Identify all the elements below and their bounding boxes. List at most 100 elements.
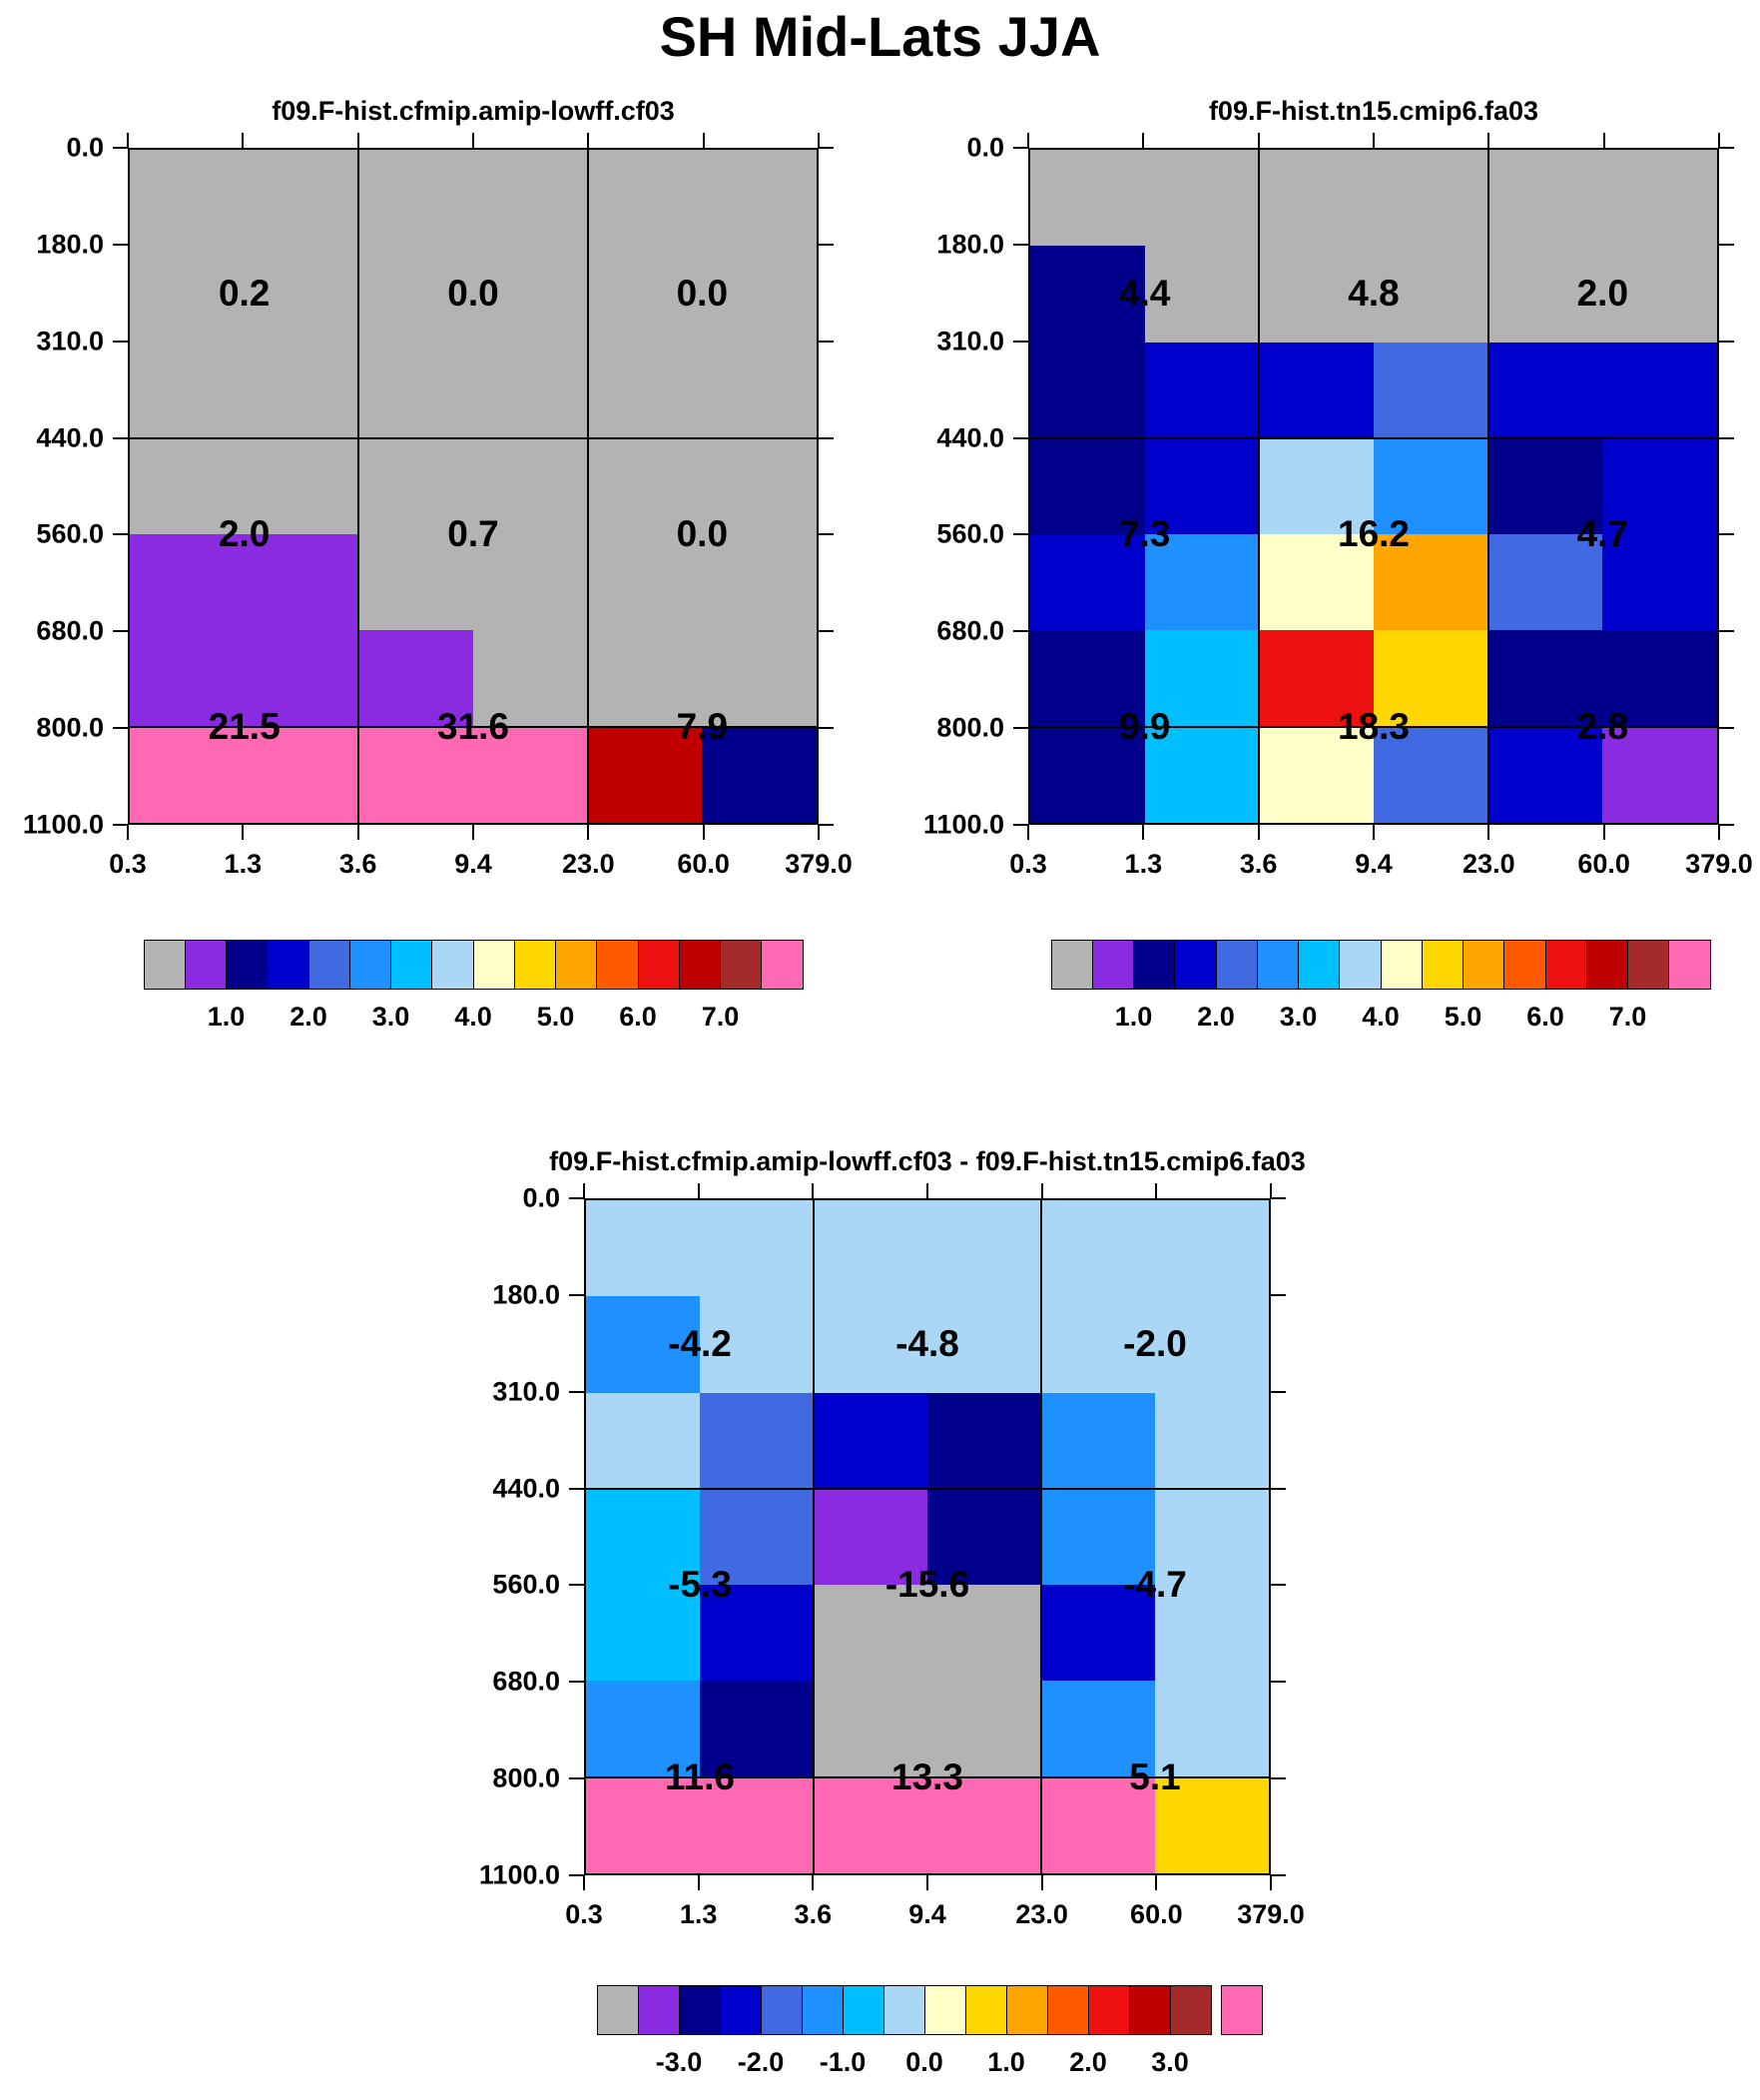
- heatmap-plot: 4.4 4.8 2.0 7.3 16.2 4.7 9.9 18.3 2.8: [1028, 148, 1719, 825]
- y-axis-label: 310.0: [492, 1376, 560, 1407]
- cell-value: 0.0: [676, 273, 729, 315]
- x-axis-tick: [1487, 133, 1490, 148]
- heatmap-cell: [814, 1681, 929, 1779]
- y-axis-tick: [1271, 1777, 1286, 1780]
- heatmap-cell: [927, 1776, 1043, 1873]
- colorbar-label: 1.0: [207, 1002, 246, 1032]
- y-axis-tick: [569, 1584, 584, 1587]
- colorbar-box: [1380, 940, 1423, 990]
- heatmap-cell: [473, 437, 590, 536]
- colorbar-box: [801, 1985, 844, 2035]
- y-axis-tick: [113, 533, 128, 536]
- x-axis-label: 60.0: [1577, 849, 1630, 879]
- y-axis-tick: [1719, 243, 1734, 246]
- colorbar-box: [1339, 940, 1382, 990]
- y-axis-tick: [1013, 727, 1028, 730]
- heatmap-cell: [1041, 1488, 1157, 1587]
- cell-value: 2.0: [218, 513, 271, 555]
- heatmap-cell: [1374, 150, 1490, 248]
- heatmap-cell: [1602, 726, 1717, 823]
- colorbar-label: 2.0: [1197, 1002, 1235, 1032]
- x-axis-tick: [1373, 825, 1375, 840]
- x-axis-label: 0.3: [109, 849, 147, 879]
- y-axis-tick: [113, 727, 128, 730]
- colorbar-box: [596, 940, 639, 990]
- heatmap-cell: [1155, 1681, 1269, 1779]
- heatmap-cell: [586, 1681, 702, 1779]
- heatmap-cell: [1374, 534, 1490, 632]
- heatmap-cell: [587, 246, 704, 344]
- colorbar-box: [431, 940, 474, 990]
- colorbar-box: [1220, 1985, 1263, 2035]
- heatmap-cell: [1374, 246, 1490, 344]
- heatmap-cell: [700, 1200, 816, 1298]
- y-axis-tick: [1271, 1874, 1286, 1876]
- heatmap-cell: [130, 726, 247, 823]
- x-axis-label: 0.3: [1009, 849, 1047, 879]
- heatmap-cell: [1155, 1392, 1269, 1491]
- colorbar-box: [1087, 1985, 1130, 2035]
- heatmap-cell: [1041, 1681, 1157, 1779]
- x-axis-tick: [1373, 133, 1375, 148]
- heatmap-cell: [1259, 150, 1376, 248]
- y-axis-tick: [1719, 340, 1734, 343]
- heatmap-cell: [700, 1296, 816, 1394]
- heatmap-cell: [1144, 150, 1261, 248]
- cell-value: -2.0: [1123, 1323, 1187, 1365]
- x-axis-tick: [127, 133, 129, 148]
- cell-value: 13.3: [890, 1755, 964, 1797]
- colorbar-box: [842, 1985, 884, 2035]
- y-axis-tick: [1719, 147, 1734, 149]
- colorbar-box: [1005, 1985, 1048, 2035]
- cell-value: 5.1: [1129, 1755, 1181, 1797]
- colorbar-label: 4.0: [1362, 1002, 1400, 1032]
- cell-value: -5.3: [668, 1564, 732, 1606]
- cell-value: 18.3: [1337, 705, 1411, 747]
- x-axis-tick: [472, 133, 474, 148]
- heatmap-cell: [1602, 437, 1717, 536]
- y-axis-tick: [113, 436, 128, 439]
- heatmap-cell: [1144, 630, 1261, 729]
- heatmap-cell: [130, 246, 247, 344]
- x-axis-tick: [1270, 1183, 1272, 1198]
- y-axis-label: 180.0: [492, 1279, 560, 1310]
- panel-title: f09.F-hist.cfmip.amip-lowff.cf03: [272, 96, 675, 126]
- y-axis-tick: [819, 824, 834, 826]
- heatmap-cell: [702, 342, 817, 440]
- heatmap-cell: [587, 150, 704, 248]
- heatmap-cell: [702, 150, 817, 248]
- x-axis-tick: [697, 1183, 700, 1198]
- x-axis-tick: [242, 133, 245, 148]
- heatmap-cell: [473, 534, 590, 632]
- heatmap-cell: [1602, 630, 1717, 729]
- y-axis-tick: [1271, 1487, 1286, 1490]
- colorbar-box: [1050, 940, 1093, 990]
- y-axis-tick: [1013, 824, 1028, 826]
- y-axis-label: 180.0: [936, 229, 1004, 260]
- heatmap-cell: [130, 437, 247, 536]
- colorbar-box: [637, 1985, 680, 2035]
- colorbar-box: [678, 940, 721, 990]
- x-axis-tick: [1718, 133, 1720, 148]
- colorbar-box: [719, 1985, 762, 2035]
- x-axis-tick: [1040, 1875, 1043, 1890]
- colorbar-box: [1544, 940, 1587, 990]
- y-axis-tick: [819, 243, 834, 246]
- y-axis-tick: [1013, 243, 1028, 246]
- main-title: SH Mid-Lats JJA: [659, 5, 1101, 68]
- colorbar-box: [1046, 1985, 1089, 2035]
- heatmap-cell: [1144, 342, 1261, 440]
- heatmap-cell: [358, 246, 475, 344]
- heatmap-cell: [1030, 534, 1147, 632]
- x-axis-tick: [1142, 825, 1145, 840]
- heatmap-cell: [1144, 246, 1261, 344]
- x-axis-label: 379.0: [785, 849, 853, 879]
- heatmap-cell: [587, 437, 704, 536]
- y-axis-label: 310.0: [36, 326, 104, 356]
- heatmap-plot: -4.2 -4.8 -2.0 -5.3 -15.6 -4.7 11.6 13.3 5.1: [584, 1198, 1271, 1875]
- heatmap-cell: [814, 1296, 929, 1394]
- y-axis-tick: [569, 1874, 584, 1876]
- x-axis-tick: [812, 1183, 815, 1198]
- heatmap-cell: [358, 630, 475, 729]
- grid-line-vertical: [1039, 1200, 1042, 1873]
